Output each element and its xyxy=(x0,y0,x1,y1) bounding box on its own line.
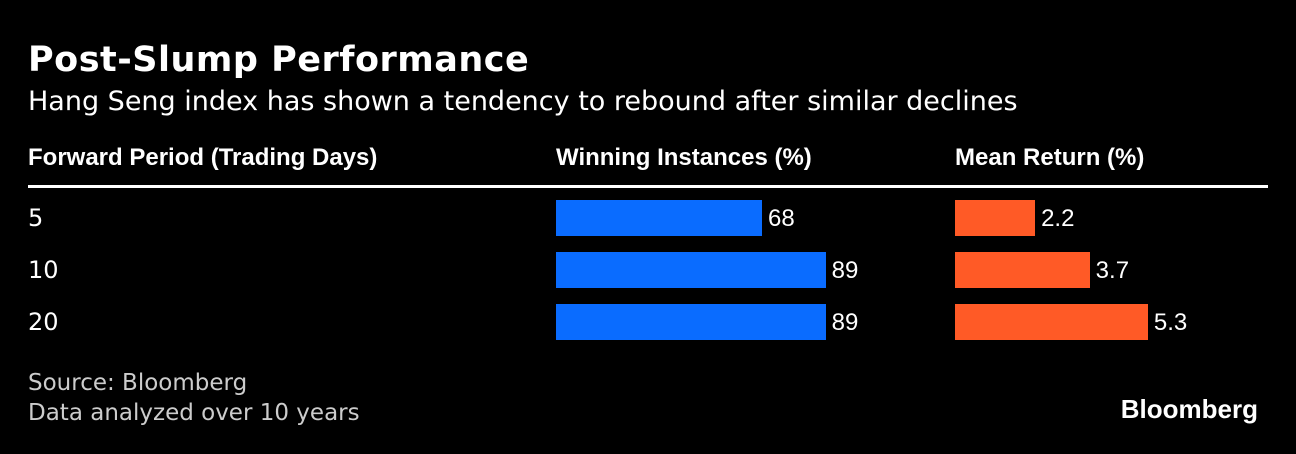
bloomberg-logo: Bloomberg xyxy=(1120,394,1258,424)
mean-return-bar xyxy=(955,304,1148,340)
mean-return-value-label: 5.3 xyxy=(1153,309,1188,336)
winning-bar xyxy=(556,200,763,236)
winning-bar xyxy=(556,304,826,340)
data-note: Data analyzed over 10 years xyxy=(28,400,360,426)
row-label-period: 5 xyxy=(28,204,44,232)
row-label-period: 20 xyxy=(28,308,59,336)
mean-return-value-label: 2.2 xyxy=(1041,205,1075,232)
row-label-period: 10 xyxy=(28,256,59,284)
winning-bar xyxy=(556,252,826,288)
chart-subtitle: Hang Seng index has shown a tendency to … xyxy=(28,86,1018,117)
column-header-winning: Winning Instances (%) xyxy=(556,144,812,171)
mean-return-bar xyxy=(955,200,1036,236)
chart-title: Post-Slump Performance xyxy=(28,40,530,80)
winning-value-label: 89 xyxy=(831,309,859,336)
winning-value-label: 89 xyxy=(831,257,859,284)
mean-return-value-label: 3.7 xyxy=(1095,257,1130,284)
mean-return-bar xyxy=(955,252,1090,288)
column-header-mean: Mean Return (%) xyxy=(955,144,1145,171)
winning-value-label: 68 xyxy=(768,205,795,232)
source-note: Source: Bloomberg xyxy=(28,370,248,396)
column-header-period: Forward Period (Trading Days) xyxy=(28,144,378,171)
header-divider xyxy=(28,185,1268,188)
